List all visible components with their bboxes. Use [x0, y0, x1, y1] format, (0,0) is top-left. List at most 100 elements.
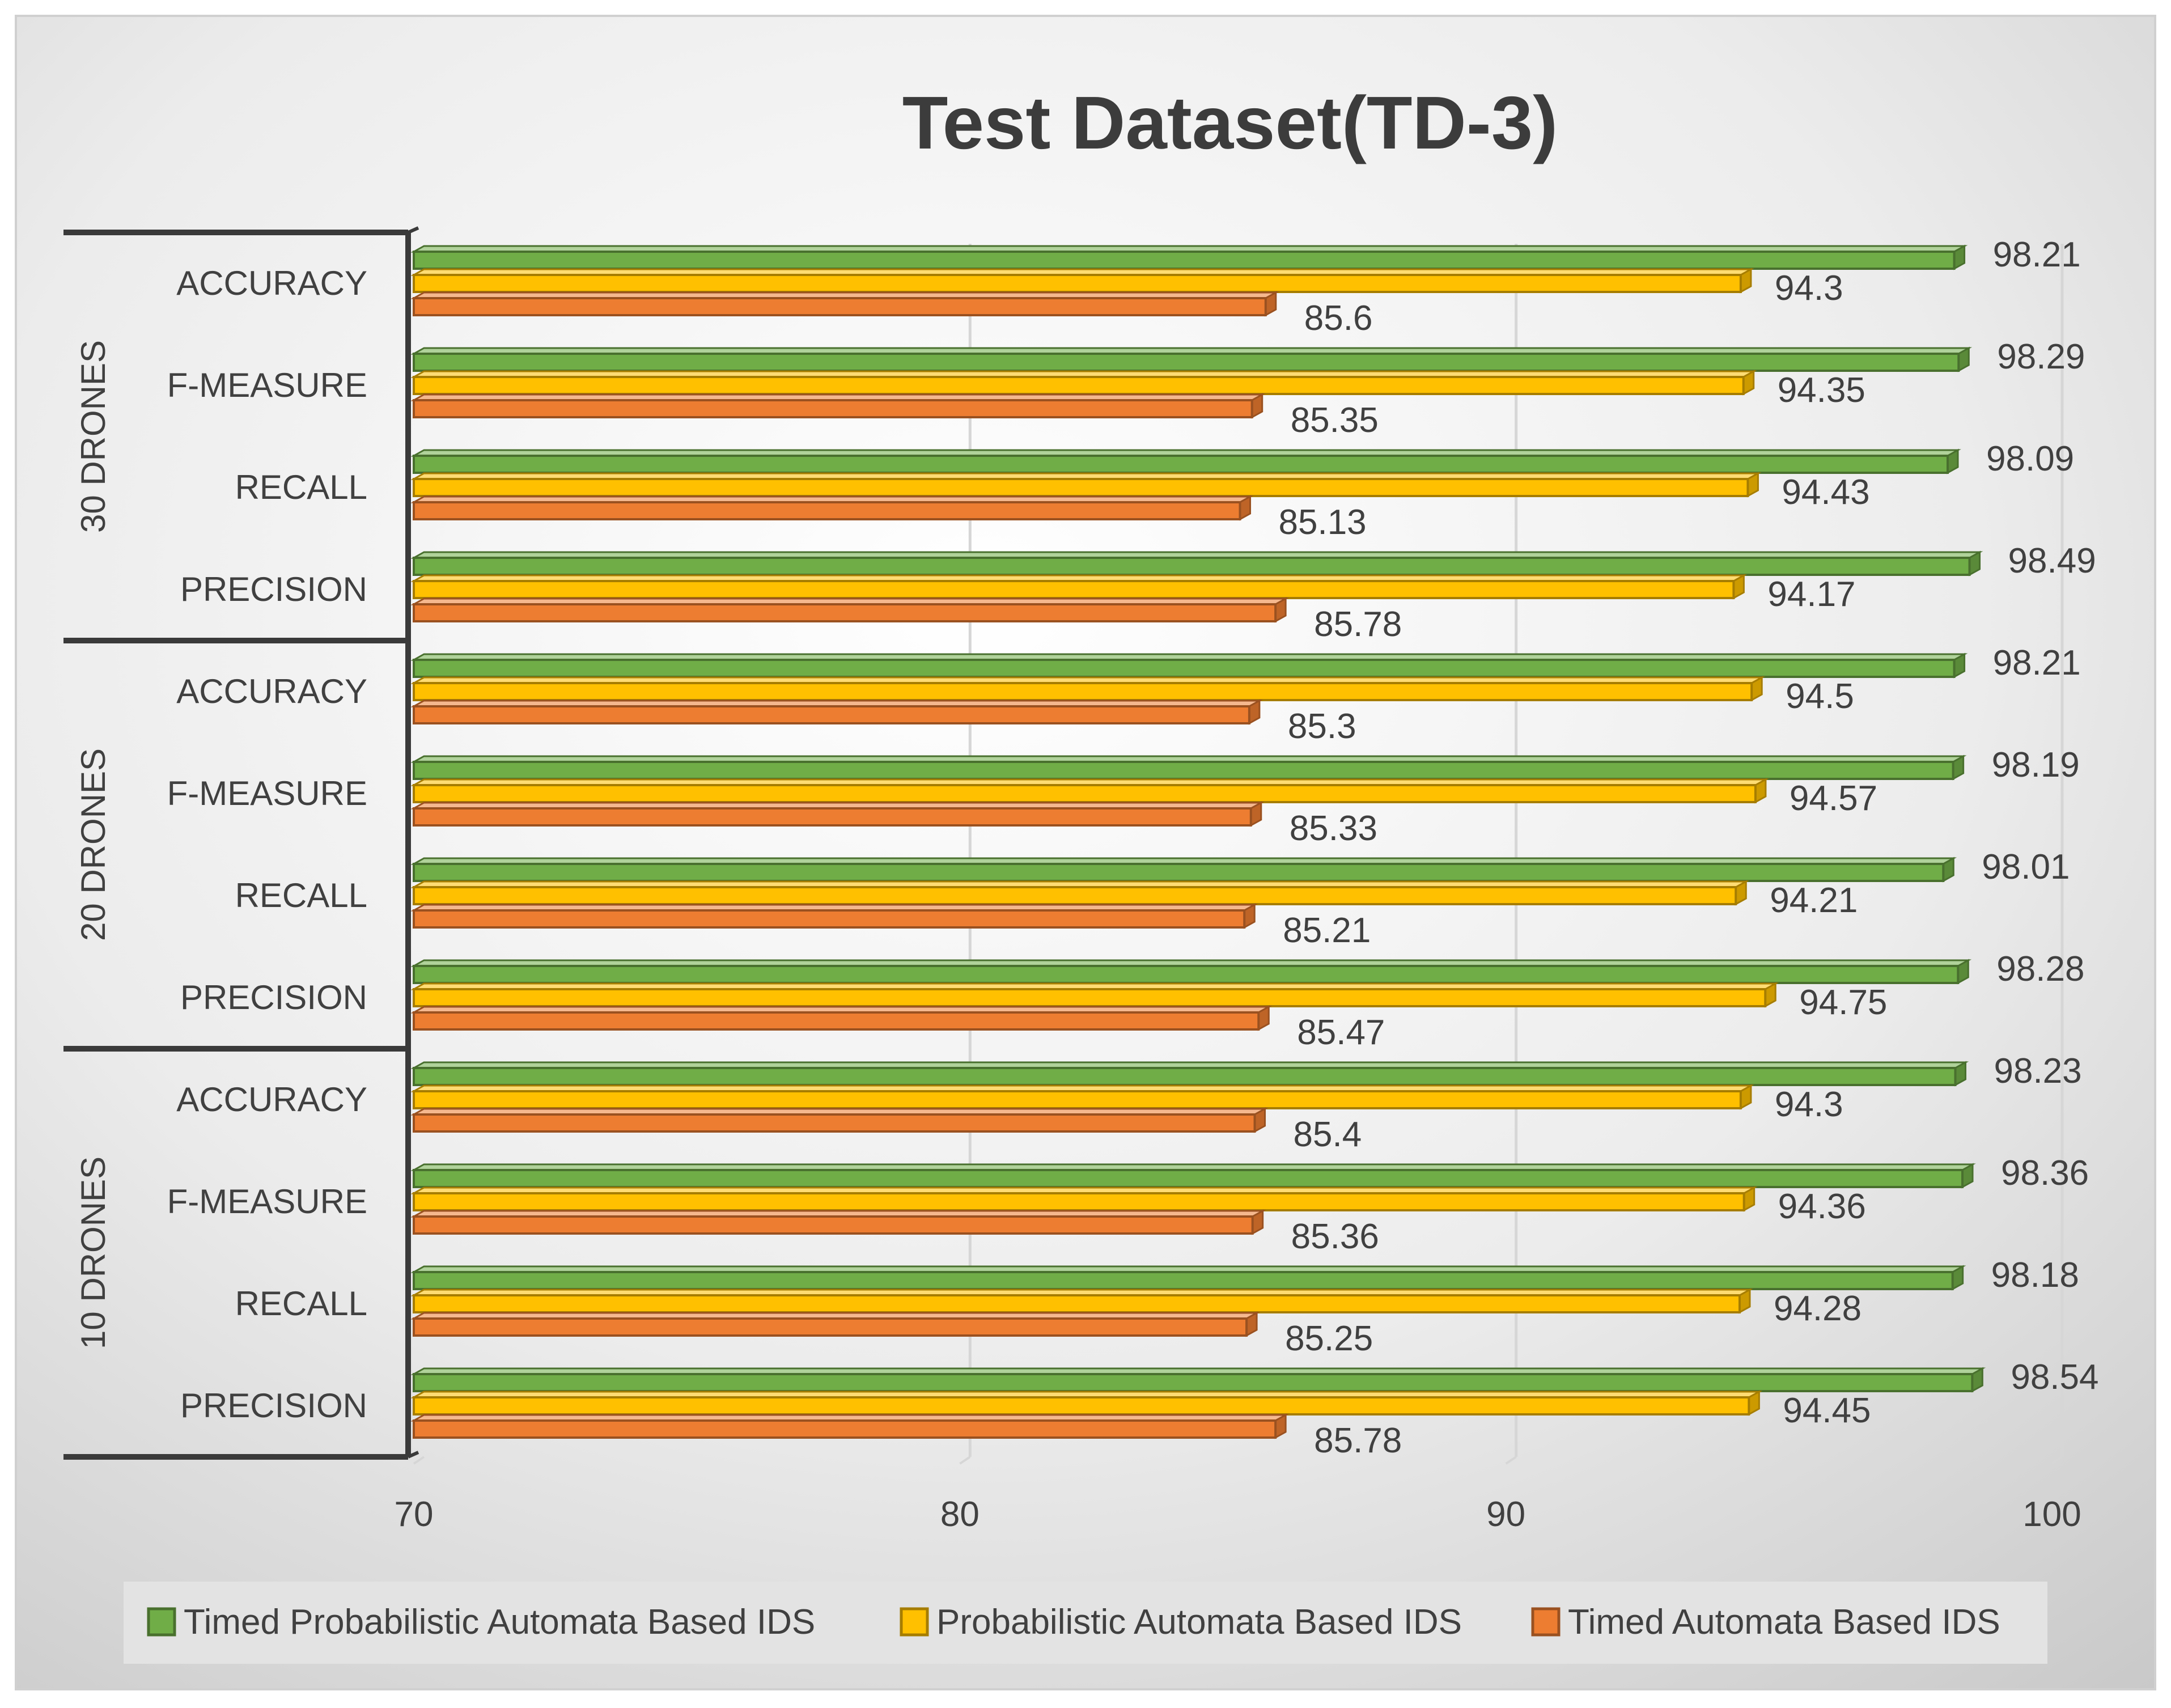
bar [413, 1215, 1254, 1235]
bar [413, 705, 1250, 724]
bar [413, 886, 1737, 905]
group-label: 30 DRONES [74, 340, 112, 533]
data-label: 94.43 [1782, 473, 1869, 512]
category-label: ACCURACY [176, 264, 367, 302]
bar [413, 1067, 1957, 1086]
bar [413, 353, 1960, 372]
data-label: 98.36 [2001, 1154, 2089, 1193]
data-label: 85.3 [1288, 707, 1356, 746]
category-label: RECALL [235, 876, 367, 914]
category-label: RECALL [235, 1285, 367, 1323]
bar [413, 1192, 1745, 1211]
data-label: 98.21 [1993, 643, 2081, 683]
category-label: PRECISION [180, 570, 367, 608]
category-axis: 30 DRONES ACCURACY F-MEASURE RECALL PRECISIO… [63, 226, 419, 1460]
legend-box [124, 1582, 2047, 1664]
data-label: 85.35 [1291, 401, 1379, 440]
data-label: 94.57 [1790, 779, 1877, 818]
bars [410, 244, 1986, 1439]
bar [413, 557, 1971, 576]
data-label: 94.5 [1786, 677, 1854, 716]
data-label: 94.3 [1775, 1085, 1843, 1124]
category-label: PRECISION [180, 1387, 367, 1425]
bar [413, 603, 1277, 622]
data-label: 98.23 [1994, 1052, 2081, 1091]
data-label: 85.78 [1314, 1421, 1402, 1460]
bar [413, 659, 1956, 678]
data-label: 85.4 [1294, 1115, 1362, 1154]
data-label: 98.29 [1997, 337, 2085, 376]
legend-swatch [1531, 1607, 1561, 1637]
data-label: 98.54 [2011, 1358, 2098, 1397]
category-label: PRECISION [180, 978, 367, 1016]
data-label: 98.09 [1986, 439, 2074, 478]
data-label: 94.75 [1799, 983, 1887, 1022]
bar [413, 1169, 1964, 1188]
x-tick-label: 100 [2022, 1495, 2081, 1534]
data-label: 85.78 [1314, 605, 1402, 644]
bar [413, 784, 1757, 803]
gridlines [413, 244, 2064, 1465]
data-label: 85.36 [1291, 1217, 1379, 1256]
data-label: 94.28 [1774, 1289, 1862, 1328]
bar [413, 1011, 1260, 1031]
bar [413, 1373, 1974, 1392]
bar [413, 1419, 1277, 1439]
x-tick-label: 80 [940, 1495, 980, 1534]
bar [413, 376, 1745, 395]
data-label: 85.25 [1285, 1319, 1373, 1358]
data-label: 94.3 [1775, 269, 1843, 308]
data-label: 94.35 [1778, 371, 1865, 410]
legend-swatch [900, 1607, 929, 1637]
data-label: 98.28 [1996, 950, 2084, 989]
data-label: 94.45 [1783, 1391, 1871, 1430]
data-label: 98.18 [1991, 1256, 2079, 1295]
gridline-floor [959, 1456, 971, 1465]
bar [413, 399, 1253, 418]
bar [413, 909, 1246, 929]
data-label: 94.36 [1778, 1187, 1866, 1226]
data-label: 94.17 [1767, 575, 1855, 614]
gridline-floor [413, 1456, 425, 1465]
group-label: 10 DRONES [74, 1156, 112, 1349]
category-label: ACCURACY [176, 672, 367, 710]
bar [413, 1317, 1248, 1337]
bar [413, 1090, 1742, 1109]
data-label: 85.47 [1297, 1013, 1385, 1052]
bar [413, 682, 1753, 701]
data-label: 98.01 [1982, 847, 2070, 887]
x-tick-label: 90 [1486, 1495, 1525, 1534]
bar [413, 761, 1954, 780]
data-label: 98.21 [1993, 235, 2081, 274]
data-label: 85.21 [1283, 911, 1371, 950]
bar [413, 807, 1252, 827]
gridline-floor [1505, 1456, 1517, 1465]
category-label: F-MEASURE [167, 774, 367, 812]
data-label: 85.33 [1290, 809, 1377, 848]
data-labels: 98.21 94.3 85.6 98.29 94.35 85.35 98.09 94.43 85… [1279, 235, 2099, 1460]
data-label: 98.19 [1992, 745, 2080, 785]
bar [413, 580, 1735, 599]
bar [413, 863, 1945, 882]
chart-title: Test Dataset(TD-3) [902, 81, 1558, 164]
legend-label: Timed Probabilistic Automata Based IDS [184, 1603, 815, 1642]
category-label: RECALL [235, 468, 367, 506]
group-label: 20 DRONES [74, 748, 112, 941]
data-label: 85.6 [1304, 299, 1373, 338]
bar [413, 965, 1960, 984]
x-axis: 70 80 90 100 [395, 1495, 2081, 1534]
data-label: 94.21 [1770, 881, 1858, 920]
data-label: 85.13 [1279, 503, 1367, 542]
category-axis-depth [407, 226, 419, 234]
bar [413, 455, 1949, 474]
category-label: ACCURACY [176, 1080, 367, 1118]
legend-label: Timed Automata Based IDS [1568, 1603, 2000, 1642]
bar [413, 501, 1241, 520]
bar [413, 988, 1767, 1007]
bar [413, 1396, 1750, 1415]
bar [413, 1294, 1741, 1313]
bar [413, 297, 1267, 316]
category-label: F-MEASURE [167, 1183, 367, 1220]
